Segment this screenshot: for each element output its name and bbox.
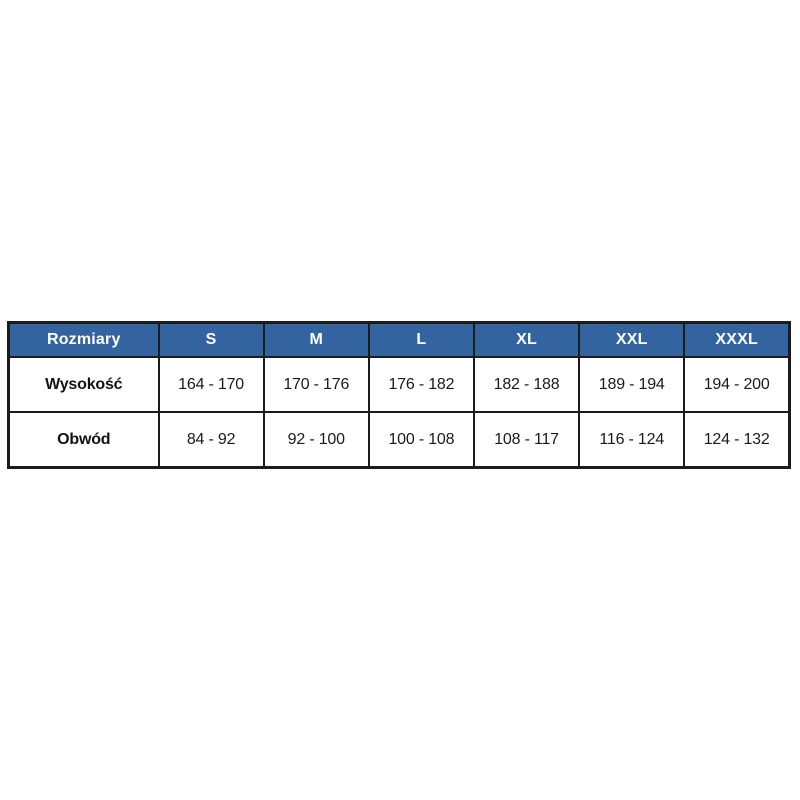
header-cell-size-m: M xyxy=(262,321,370,358)
table-cell: 176 - 182 xyxy=(367,356,475,413)
table-cell: 194 - 200 xyxy=(683,356,791,413)
table-row-circumference: Obwód 84 - 92 92 - 100 100 - 108 108 - 1… xyxy=(7,411,791,469)
table-cell: 92 - 100 xyxy=(262,411,370,469)
header-cell-size-xxxl: XXXL xyxy=(683,321,791,358)
table-cell: 100 - 108 xyxy=(367,411,475,469)
header-cell-size-xl: XL xyxy=(472,321,581,358)
row-label-wysokosc: Wysokość xyxy=(7,356,160,413)
header-cell-rozmiary: Rozmiary xyxy=(7,321,160,358)
row-label-obwod: Obwód xyxy=(7,411,160,469)
header-cell-size-xxl: XXL xyxy=(578,321,686,358)
table-cell: 170 - 176 xyxy=(262,356,370,413)
table-cell: 182 - 188 xyxy=(472,356,581,413)
table-cell: 84 - 92 xyxy=(157,411,265,469)
table-cell: 189 - 194 xyxy=(578,356,686,413)
size-chart-table: Rozmiary S M L XL XXL XXXL Wysokość 164 … xyxy=(7,321,791,469)
table-row-height: Wysokość 164 - 170 170 - 176 176 - 182 1… xyxy=(7,356,791,413)
table-cell: 116 - 124 xyxy=(578,411,686,469)
header-cell-size-s: S xyxy=(157,321,265,358)
table-header-row: Rozmiary S M L XL XXL XXXL xyxy=(7,321,791,358)
table-cell: 164 - 170 xyxy=(157,356,265,413)
table-cell: 108 - 117 xyxy=(472,411,581,469)
header-cell-size-l: L xyxy=(367,321,475,358)
size-chart: Rozmiary S M L XL XXL XXXL Wysokość 164 … xyxy=(7,321,791,469)
table-cell: 124 - 132 xyxy=(683,411,791,469)
